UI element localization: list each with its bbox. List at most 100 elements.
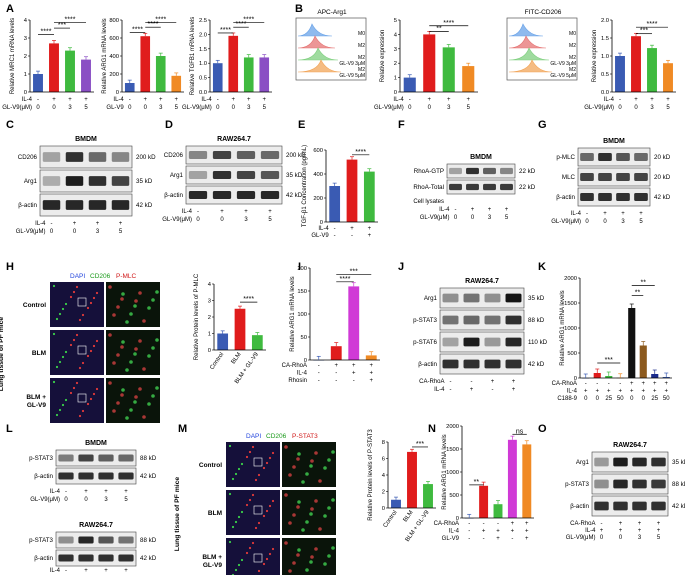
blot-J-title: RAW264.7: [465, 278, 499, 285]
blot-D-kd-0: 200 kD: [286, 152, 306, 159]
chart-B2-bar-2: [647, 48, 657, 92]
chart-K-ytick-label: 1000: [564, 326, 577, 332]
flow-fitc-hist-3: [508, 59, 553, 73]
tissue-H-dapi: DAPI: [70, 273, 85, 280]
tissue-H-cell-dot: [86, 306, 90, 310]
cond-C-il4-sign: +: [96, 221, 100, 227]
chart-B2: [615, 36, 673, 92]
tissue-H-zoom-dot: [120, 297, 124, 301]
tissue-H-zoom-dot: [142, 415, 146, 419]
chart-A2-bar-3: [171, 75, 182, 92]
chart-K-row-sign: -: [596, 381, 598, 387]
chart-K: [582, 308, 670, 379]
tissue-M-zoom-dot: [296, 505, 300, 509]
blot-G-row-0-band-1: [598, 153, 612, 161]
chart-I-row-sign: +: [352, 371, 356, 377]
chart-N-row-sign: +: [525, 521, 529, 527]
chart-I-row-sign: +: [334, 363, 338, 369]
cond-G-il4-sign: -: [586, 211, 588, 217]
tissue-H-cell-dot: [52, 332, 56, 336]
chart-H-ytick-label: 4: [208, 282, 212, 288]
cond-E-sign: +: [368, 233, 372, 239]
blot-L2-row-1-membrane: [55, 549, 137, 567]
blot-J-row-2-membrane: [439, 331, 525, 353]
cond-A3-il4-sign: +: [231, 97, 235, 103]
chart-I-row-sign: -: [318, 378, 320, 384]
cond-F-glv9-dose: 0: [454, 215, 458, 221]
tissue-M-merge-0: [226, 442, 280, 487]
chart-I-row-label-1: IL-4: [297, 371, 308, 377]
chart-K-row-sign: 0: [596, 396, 600, 402]
chart-A3: [212, 35, 270, 92]
chart-B2-bar-0: [615, 56, 625, 92]
tissue-M-cell-dot: [248, 546, 252, 550]
blot-C-row-2-band-2: [88, 200, 107, 210]
cond-D-il4-label: IL-4: [182, 209, 193, 215]
blot-G-row-1-band-2: [616, 173, 630, 181]
tissue-H-zoom-dot: [151, 346, 155, 350]
cond-O-sign: +: [600, 528, 604, 534]
cond-F-glv9-dose: 0: [471, 215, 475, 221]
cond-L2-il4-sign: +: [124, 568, 128, 574]
flow-apc-row-label-1: M2: [358, 43, 365, 49]
chart-E-bar-2: [363, 171, 375, 222]
tissue-H-zoom-dot: [138, 387, 142, 391]
chart-N-bar-3: [507, 439, 517, 518]
tissue-H-zoom-dot: [134, 299, 138, 303]
tissue-M-dapi: DAPI: [246, 433, 261, 440]
blot-L2-row-0-membrane: [55, 531, 137, 549]
cond-G-glv9-dose: 0: [585, 219, 589, 225]
tissue-M-zoom-dot: [288, 473, 292, 477]
cond-B2-il4-sign: +: [634, 97, 638, 103]
chart-K-row-sign: +: [584, 389, 588, 395]
blot-O-kd-2: 42 kD: [672, 503, 685, 510]
cond-A2-il4-sign: -: [129, 97, 131, 103]
blot-O-row-2-band-3: [651, 501, 666, 511]
tissue-M-cell-dot: [237, 515, 241, 519]
flow-apc-hist-2: [297, 47, 339, 61]
chart-N-row-sign: -: [483, 536, 485, 542]
cond-G-il4-sign: +: [621, 211, 625, 217]
chart-N-bar-4: [522, 444, 532, 518]
tissue-H-cell-dot: [58, 408, 62, 412]
tissue-H-zoom-dot: [116, 401, 120, 405]
tissue-M-zoom-dot: [331, 450, 335, 454]
tissue-M-zoom-dot: [323, 514, 327, 518]
tissue-H-zoom-dot: [147, 354, 151, 358]
tissue-M-zoom-dot: [297, 548, 301, 552]
cond-J-carhoa-label: CA-RhoA: [419, 379, 444, 385]
blot-D-row-1-membrane: [185, 165, 283, 185]
blot-D-row-1-band-0: [188, 171, 208, 179]
blot-O-title: RAW264.7: [613, 442, 647, 449]
blot-O-row-1-membrane: [591, 473, 669, 495]
tissue-M-zoom-dot: [301, 528, 305, 532]
chart-I-row-sign: -: [353, 378, 355, 384]
cond-J-sign: +: [470, 387, 474, 393]
blot-D-row-0-band-2: [236, 151, 256, 159]
tissue-H-zoom-dot: [120, 393, 124, 397]
blot-O-row-1-band-0: [594, 479, 609, 489]
blot-G-row-label-0: p-MLC: [556, 154, 575, 161]
cond-E-sign: -: [334, 226, 336, 232]
tissue-H-cd206: CD206: [90, 273, 111, 280]
chart-K-row-sign: 25: [605, 396, 612, 402]
cond-O-sign: 0: [600, 535, 604, 541]
chart-K-bar-6: [651, 374, 659, 378]
tissue-M-cell-dot: [271, 499, 275, 503]
cond-B2-glv9-dose: 0: [618, 105, 622, 111]
blot-J-row-0-band-0: [442, 293, 459, 303]
tissue-M-row-label: BLM +: [202, 554, 222, 561]
cond-A3-il4-sign: +: [247, 97, 251, 103]
tissue-H-zoom-dot: [133, 352, 137, 356]
blot-J-row-2-band-3: [505, 337, 522, 347]
chart-H: [217, 308, 263, 350]
chart-A1: [33, 43, 91, 92]
blot-L2-row-0-band-1: [78, 536, 94, 544]
flow-fitc-row-suffix-2: GL-V9 3μM: [550, 61, 576, 67]
flow-apc-hist-0: [297, 23, 333, 37]
cond-D-glv9-label: GL-V9(μM): [162, 217, 192, 223]
tissue-H-zoom-dot: [112, 313, 116, 317]
tissue-M-cell-dot: [251, 541, 255, 545]
chart-N-ytick-label: 0: [456, 516, 459, 522]
